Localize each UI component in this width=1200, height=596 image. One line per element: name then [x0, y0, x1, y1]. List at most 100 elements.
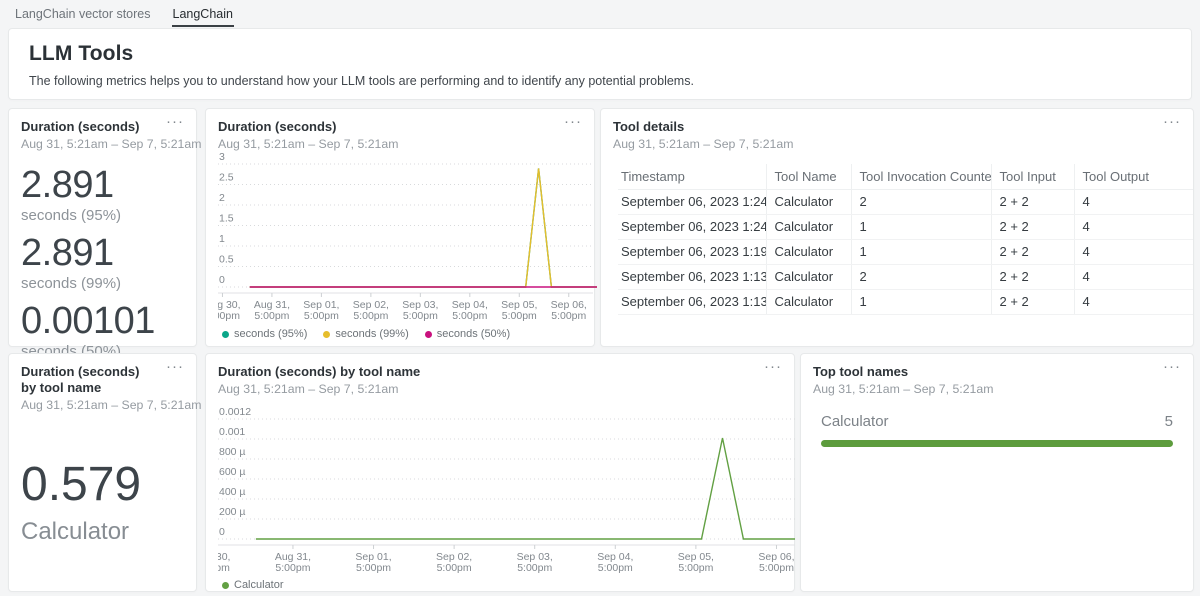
legend-item[interactable]: seconds (50%)	[424, 328, 511, 340]
x-axis-label: 5:00pm	[517, 562, 552, 574]
table-cell: 4	[1073, 239, 1193, 265]
x-axis-label: 5:00pm	[275, 562, 310, 574]
toplist-label: Calculator	[821, 413, 889, 430]
chart-legend: seconds (95%) seconds (99%) seconds (50%)	[218, 328, 582, 340]
panel-title: Duration (seconds)	[21, 119, 140, 134]
table-cell: 1	[850, 214, 991, 240]
table-cell: Calculator	[765, 289, 851, 315]
x-axis-label: 5:00pm	[452, 310, 487, 322]
panel-tool-details: Tool details Aug 31, 5:21am – Sep 7, 5:2…	[600, 108, 1194, 347]
panel-title: Top tool names	[813, 364, 909, 379]
x-axis-label: 5:00pm	[759, 562, 794, 574]
duration-line-chart[interactable]: 00.511.522.53Aug 30,5:00pmAug 31,5:00pmS…	[218, 152, 597, 324]
x-axis-label: Sep 04,	[597, 551, 633, 563]
panel-date-range: Aug 31, 5:21am – Sep 7, 5:21am	[21, 398, 202, 412]
table-row: September 06, 2023 1:13:33Calculator12 +…	[618, 289, 1193, 315]
stat-list: 2.891 seconds (95%) 2.891 seconds (99%) …	[21, 165, 184, 360]
table-cell: Calculator	[765, 189, 851, 215]
table-cell: 2 + 2	[990, 289, 1074, 315]
x-axis-label: Sep 03,	[402, 299, 438, 311]
series-line-seconds-99-	[249, 168, 597, 288]
tool-details-table: Timestamp Tool Name Tool Invocation Counte…	[618, 164, 1193, 315]
table-row: September 06, 2023 1:24:36Calculator22 +…	[618, 189, 1193, 215]
panel-date-range: Aug 31, 5:21am – Sep 7, 5:21am	[813, 382, 994, 396]
toplist-bar	[821, 440, 1173, 447]
x-axis-label: Sep 05,	[678, 551, 714, 563]
table-cell: 1	[850, 239, 991, 265]
y-axis-label: 2	[219, 192, 225, 204]
stat-block: 0.00101 seconds (50%)	[21, 301, 184, 360]
panel-title: Duration (seconds) by tool name	[21, 364, 140, 395]
legend-color-dot	[323, 330, 331, 338]
tool-details-table-wrap: Timestamp Tool Name Tool Invocation Counte…	[618, 164, 1193, 315]
y-axis-label: 200 µ	[219, 506, 246, 518]
x-axis-label: 5:00pm	[218, 562, 230, 574]
panel-menu-button[interactable]: ···	[764, 358, 782, 375]
panel-menu-button[interactable]: ···	[166, 113, 184, 130]
table-cell: 4	[1073, 189, 1193, 215]
column-header: Timestamp	[618, 164, 766, 190]
x-axis-label: 5:00pm	[356, 562, 391, 574]
table-cell: 2 + 2	[990, 214, 1074, 240]
column-header: Tool Output	[1073, 164, 1193, 190]
toplist-item[interactable]: Calculator 5	[821, 413, 1173, 447]
column-header: Tool Name	[765, 164, 851, 190]
series-line-calculator	[255, 437, 795, 540]
y-axis-label: 0.0012	[219, 406, 251, 418]
stat-block: 2.891 seconds (99%)	[21, 233, 184, 292]
stat-value: 0.00101	[21, 300, 155, 342]
legend-item[interactable]: seconds (99%)	[323, 328, 409, 340]
panel-menu-button[interactable]: ···	[1163, 358, 1181, 375]
table-cell: Calculator	[765, 264, 851, 290]
table-row: September 06, 2023 1:13:39Calculator22 +…	[618, 264, 1193, 290]
legend-label: seconds (95%)	[234, 328, 308, 340]
y-axis-label: 1.5	[219, 213, 234, 225]
panel-duration-stats: Duration (seconds) Aug 31, 5:21am – Sep …	[8, 108, 201, 360]
table-row: September 06, 2023 1:19:33Calculator12 +…	[618, 239, 1193, 265]
x-axis-label: Sep 04,	[452, 299, 488, 311]
stat-value: 2.891	[21, 232, 114, 274]
panel-menu-button[interactable]: ···	[166, 358, 184, 375]
legend-item[interactable]: Calculator	[222, 579, 284, 591]
page-header-card: LLM Tools The following metrics helps yo…	[8, 28, 1192, 100]
toplist: Calculator 5	[813, 413, 1181, 447]
page-description: The following metrics helps you to under…	[29, 74, 694, 88]
tab-langchain[interactable]: LangChain	[171, 2, 234, 27]
x-axis-label: Sep 06,	[758, 551, 794, 563]
table-cell: 4	[1073, 289, 1193, 315]
panel-menu-button[interactable]: ···	[1163, 113, 1181, 130]
table-cell: 4	[1073, 214, 1193, 240]
table-cell: 1	[850, 289, 991, 315]
x-axis-label: Sep 02,	[436, 551, 472, 563]
legend-label: seconds (50%)	[436, 328, 511, 340]
toplist-value: 5	[1164, 413, 1173, 430]
panel-date-range: Aug 31, 5:21am – Sep 7, 5:21am	[218, 382, 399, 396]
table-cell: September 06, 2023 1:19:33	[618, 239, 766, 265]
panel-duration-by-tool-stat: Duration (seconds) by tool name Aug 31, …	[8, 353, 202, 592]
stat-block: 2.891 seconds (95%)	[21, 165, 184, 224]
x-axis-label: Aug 31,	[254, 299, 290, 311]
x-axis-label: Sep 06,	[551, 299, 587, 311]
legend-item[interactable]: seconds (95%)	[222, 328, 307, 340]
x-axis-label: Sep 03,	[517, 551, 553, 563]
table-cell: 2 + 2	[990, 189, 1074, 215]
x-axis-label: 5:00pm	[678, 562, 713, 574]
panel-menu-button[interactable]: ···	[564, 113, 582, 130]
legend-color-dot	[222, 581, 229, 589]
x-axis-label: Aug 30,	[218, 551, 230, 563]
y-axis-label: 0	[219, 274, 225, 286]
x-axis-label: Sep 02,	[353, 299, 389, 311]
x-axis-label: 5:00pm	[437, 562, 472, 574]
table-cell: 2	[850, 189, 991, 215]
y-axis-label: 3	[219, 152, 225, 163]
tab-langchain-vector-stores[interactable]: LangChain vector stores	[15, 7, 151, 21]
y-axis-label: 0	[219, 526, 225, 538]
x-axis-label: 5:00pm	[598, 562, 633, 574]
y-axis-label: 0.001	[219, 426, 245, 438]
x-axis-label: 5:00pm	[502, 310, 537, 322]
x-axis-label: 5:00pm	[403, 310, 438, 322]
table-row: September 06, 2023 1:24:26Calculator12 +…	[618, 214, 1193, 240]
panel-date-range: Aug 31, 5:21am – Sep 7, 5:21am	[218, 137, 399, 151]
y-axis-label: 0.5	[219, 254, 234, 266]
